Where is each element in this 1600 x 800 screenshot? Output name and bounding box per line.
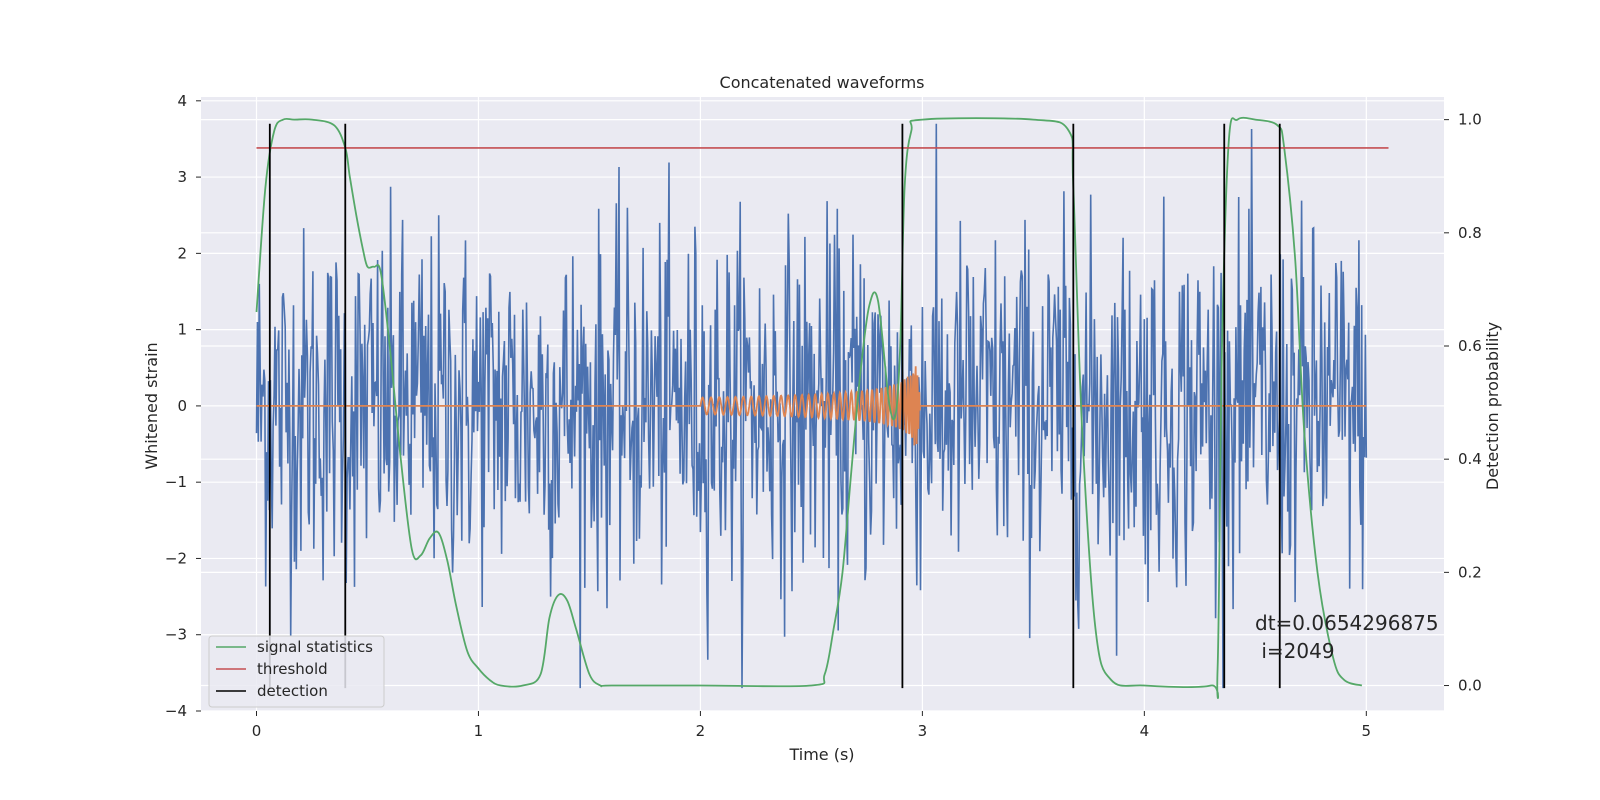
x-tick-label: 5 [1362,722,1372,740]
y-left-tick-label: −3 [165,626,187,644]
x-tick-label: 1 [474,722,484,740]
y-left-tick-label: 3 [177,168,187,186]
noise-trace [255,123,1368,689]
y-left-tick-label: 2 [177,244,187,262]
signal-statistics-line [255,116,1363,699]
legend-label-detection: detection [257,682,328,700]
y-axis-label-right: Detection probability [1483,322,1502,490]
y-left-tick-label: 4 [177,92,187,110]
y-left-tick-label: 1 [177,321,187,339]
chart-title: Concatenated waveforms [720,73,925,92]
y-right-tick-label: 0.4 [1458,450,1482,468]
legend-label-signal-statistics: signal statistics [257,638,373,656]
legend-box [208,635,385,708]
series-signal-statistics [255,116,1363,699]
y-right-tick-label: 0.2 [1458,563,1482,581]
y-axis-label-left: Whitened strain [142,342,161,469]
detection-lines [268,123,1281,689]
series-chirp [256,366,1367,446]
y-left-tick-label: −1 [165,473,187,491]
annotation: dt=0.0654296875 i=2049 [1255,611,1439,663]
y-right-tick-label: 1.0 [1458,111,1482,129]
legend-label-threshold: threshold [257,660,328,678]
annotation-index: i=2049 [1255,639,1335,663]
x-tick-label: 4 [1140,722,1150,740]
x-tick-label: 3 [918,722,928,740]
y-left-tick-label: 0 [177,397,187,415]
chirp-trace [256,366,1367,446]
y-right-tick-label: 0.8 [1458,224,1482,242]
annotation-dt: dt=0.0654296875 [1255,611,1439,635]
x-axis-label: Time (s) [788,745,854,764]
x-tick-label: 0 [252,722,262,740]
axis-ticks: 0 1 2 3 4 5 −4 −3 −2 −1 0 1 2 3 4 0.0 0.2 0.4 0.6 0.8 1.0 [165,92,1482,740]
legend: signal statistics threshold detection [208,635,385,708]
y-right-tick-label: 0.0 [1458,677,1482,695]
y-left-tick-label: −2 [165,549,187,567]
series-noise [255,123,1368,689]
y-left-tick-label: −4 [165,702,187,720]
x-tick-label: 2 [696,722,706,740]
y-right-tick-label: 0.6 [1458,337,1482,355]
